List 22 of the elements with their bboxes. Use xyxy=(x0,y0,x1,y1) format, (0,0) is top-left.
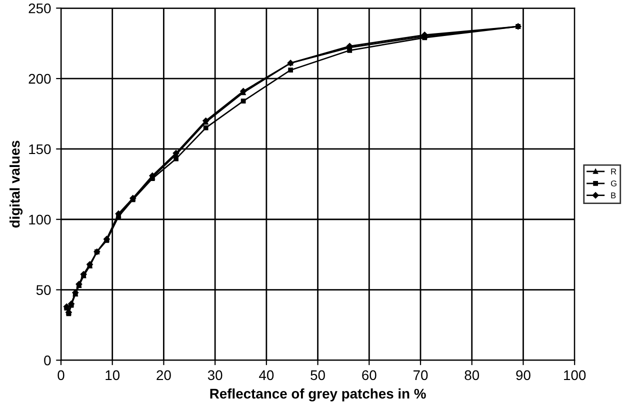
y-tick-label: 0 xyxy=(44,356,51,366)
x-axis-title: Reflectance of grey patches in % xyxy=(210,388,426,402)
x-tick-label: 30 xyxy=(208,370,222,380)
x-tick-label: 60 xyxy=(362,370,376,380)
x-tick-label: 10 xyxy=(106,370,120,380)
y-tick-label: 250 xyxy=(28,3,51,14)
x-tick-label: 90 xyxy=(516,370,530,380)
x-tick-label: 40 xyxy=(259,370,274,380)
y-tick-label: 50 xyxy=(36,285,51,295)
legend-label: R xyxy=(611,168,616,174)
x-tick-label: 100 xyxy=(564,370,586,380)
x-tick-label: 80 xyxy=(464,370,480,380)
y-tick-label: 200 xyxy=(28,74,51,84)
y-axis-title: digital values xyxy=(10,140,23,228)
y-tick-label: 150 xyxy=(29,144,51,154)
x-tick-label: 70 xyxy=(414,370,428,380)
y-tick-label: 100 xyxy=(29,214,51,225)
x-tick-label: 20 xyxy=(156,370,171,380)
x-tick-label: 50 xyxy=(310,370,325,380)
x-tick-label: 0 xyxy=(58,370,64,380)
legend-label: B xyxy=(611,192,616,198)
legend-label: G xyxy=(610,180,616,186)
